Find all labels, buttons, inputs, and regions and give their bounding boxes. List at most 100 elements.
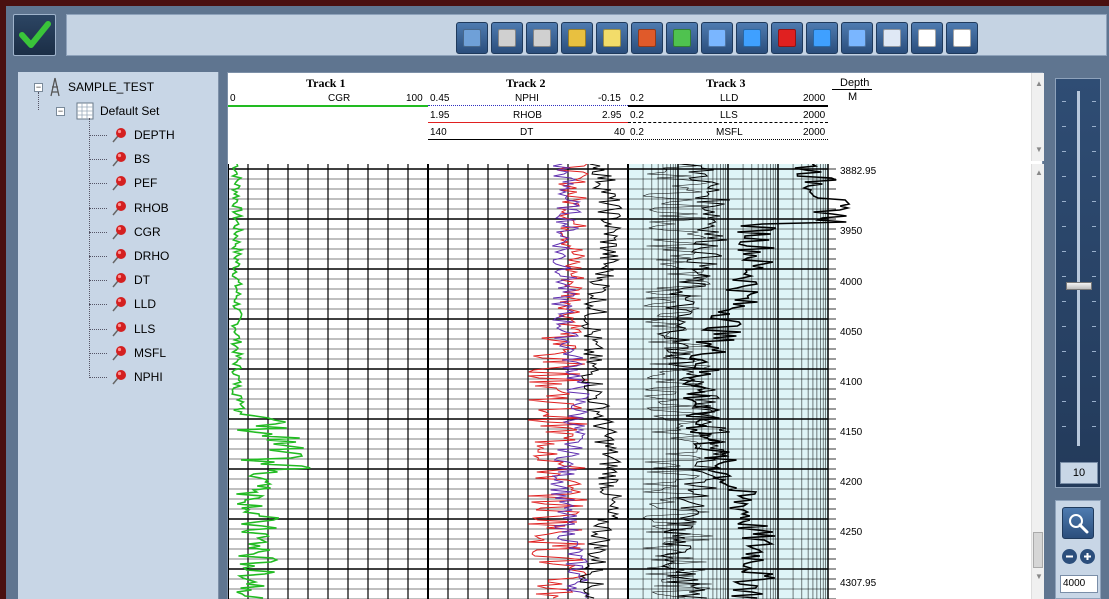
lld-name: LLD <box>720 93 739 104</box>
slider-thumb[interactable] <box>1066 282 1092 291</box>
tree-curve-rhob[interactable]: RHOB <box>110 197 169 219</box>
clear-button[interactable] <box>561 22 593 54</box>
add-track-button[interactable] <box>736 22 768 54</box>
zoom-in-button[interactable] <box>1080 549 1095 564</box>
magnifier-icon <box>1069 514 1089 534</box>
log-header: Track 1 0 CGR 100 Track 2 0.45 NPHI -0.1… <box>228 73 1031 161</box>
slider-tick <box>1092 201 1096 202</box>
well-rig-icon <box>50 77 60 97</box>
slider-tick <box>1062 426 1066 427</box>
fit-horizontal-icon <box>953 29 971 47</box>
tree-curve-msfl[interactable]: MSFL <box>110 342 166 364</box>
zoom-button[interactable] <box>1062 507 1094 539</box>
tree-set[interactable]: Default Set <box>76 100 159 122</box>
pushpin-icon <box>112 345 126 361</box>
tree-line <box>89 231 107 233</box>
rhob-min: 1.95 <box>430 110 450 121</box>
slider-tick <box>1062 151 1066 152</box>
pushpin-icon <box>112 200 126 216</box>
tree-line <box>89 159 107 161</box>
tree-curve-label: MSFL <box>134 345 167 360</box>
tree-curve-drho[interactable]: DRHO <box>110 245 169 267</box>
tree-curve-depth[interactable]: DEPTH <box>110 124 175 146</box>
tree-curve-lld[interactable]: LLD <box>110 293 156 315</box>
tree-curve-lls[interactable]: LLS <box>110 318 155 340</box>
area-fill-button[interactable] <box>666 22 698 54</box>
scroll-thumb[interactable] <box>1033 532 1043 568</box>
fit-vertical-button[interactable] <box>911 22 943 54</box>
dt-min: 140 <box>430 127 447 138</box>
add-curve-icon <box>708 29 726 47</box>
scale-slider-box: 10 <box>1055 78 1101 488</box>
add-shading-button[interactable] <box>631 22 663 54</box>
nphi-name: NPHI <box>515 93 539 104</box>
tree-line <box>89 352 107 354</box>
header-scrollbar[interactable]: ▲ ▼ <box>1031 73 1044 161</box>
slider-tick <box>1092 101 1096 102</box>
slider-tick <box>1092 401 1096 402</box>
pushpin-icon <box>112 176 126 191</box>
tree-line <box>89 280 107 282</box>
slider-tick <box>1062 201 1066 202</box>
dt-curve <box>578 164 623 599</box>
tree-curve-label: DRHO <box>134 249 170 263</box>
log-body[interactable]: 3882.95 3950 4000 4050 4100 4150 4200 4250 4307.… <box>228 164 1031 599</box>
tree-curve-dt[interactable]: DT <box>110 269 150 291</box>
grid-button[interactable] <box>876 22 908 54</box>
tree-curve-cgr[interactable]: CGR <box>110 221 161 243</box>
add-curve-button[interactable] <box>701 22 733 54</box>
insert-track-button[interactable] <box>806 22 838 54</box>
nphi-min: 0.45 <box>430 93 450 104</box>
tree-curve-label: RHOB <box>134 200 169 215</box>
slider-tick <box>1062 276 1066 277</box>
area-fill-icon <box>673 29 691 47</box>
rhob-name: RHOB <box>513 110 542 121</box>
slider-tick <box>1062 326 1066 327</box>
curve-settings-button[interactable] <box>841 22 873 54</box>
ok-button[interactable] <box>13 14 56 56</box>
zoom-out-button[interactable] <box>1062 549 1077 564</box>
depth-label: 4307.95 <box>840 578 877 589</box>
zoom-out-icon <box>1066 555 1073 558</box>
grid-set-icon <box>76 102 94 120</box>
log-scrollbar[interactable]: ▲ ▼ <box>1031 164 1044 599</box>
tree-line <box>89 118 90 376</box>
nphi-line <box>428 105 628 106</box>
edit-header-button[interactable] <box>596 22 628 54</box>
print-icon <box>498 29 516 47</box>
fit-horizontal-button[interactable] <box>946 22 978 54</box>
lls-min: 0.2 <box>630 110 644 121</box>
slider-tick <box>1062 376 1066 377</box>
slider-tick <box>1062 226 1066 227</box>
delete-button[interactable] <box>771 22 803 54</box>
tree-curve-pef[interactable]: PEF <box>110 172 157 194</box>
print-button[interactable] <box>491 22 523 54</box>
clear-icon <box>568 29 586 47</box>
slider-tick <box>1092 351 1096 352</box>
depth-title: Depth <box>840 77 870 89</box>
track2-title: Track 2 <box>506 76 546 90</box>
fit-vertical-icon <box>918 29 936 47</box>
tree-root[interactable]: SAMPLE_TEST <box>48 76 154 98</box>
dt-max: 40 <box>614 127 626 138</box>
tree-curve-label: BS <box>134 152 151 167</box>
save-button[interactable] <box>456 22 488 54</box>
collapse-set-icon[interactable]: − <box>56 106 65 116</box>
tree-curve-label: CGR <box>134 224 161 239</box>
slider-tick <box>1062 101 1066 102</box>
tree-curve-nphi[interactable]: NPHI <box>110 366 163 388</box>
add-shading-icon <box>638 29 656 47</box>
msfl-min: 0.2 <box>630 127 644 138</box>
tree-curve-label: LLD <box>134 297 157 312</box>
collapse-root-icon[interactable]: − <box>34 82 43 92</box>
tree-curve-bs[interactable]: BS <box>110 148 150 170</box>
depth-divider <box>832 89 872 90</box>
zoom-depth-input[interactable]: 4000 <box>1060 575 1098 593</box>
cgr-line <box>228 105 428 107</box>
msfl-max: 2000 <box>803 127 826 138</box>
slider-tick <box>1062 126 1066 127</box>
nphi-max: -0.15 <box>598 93 621 104</box>
lls-line <box>628 122 828 123</box>
pushpin-icon <box>112 321 126 337</box>
print-preview-button[interactable] <box>526 22 558 54</box>
